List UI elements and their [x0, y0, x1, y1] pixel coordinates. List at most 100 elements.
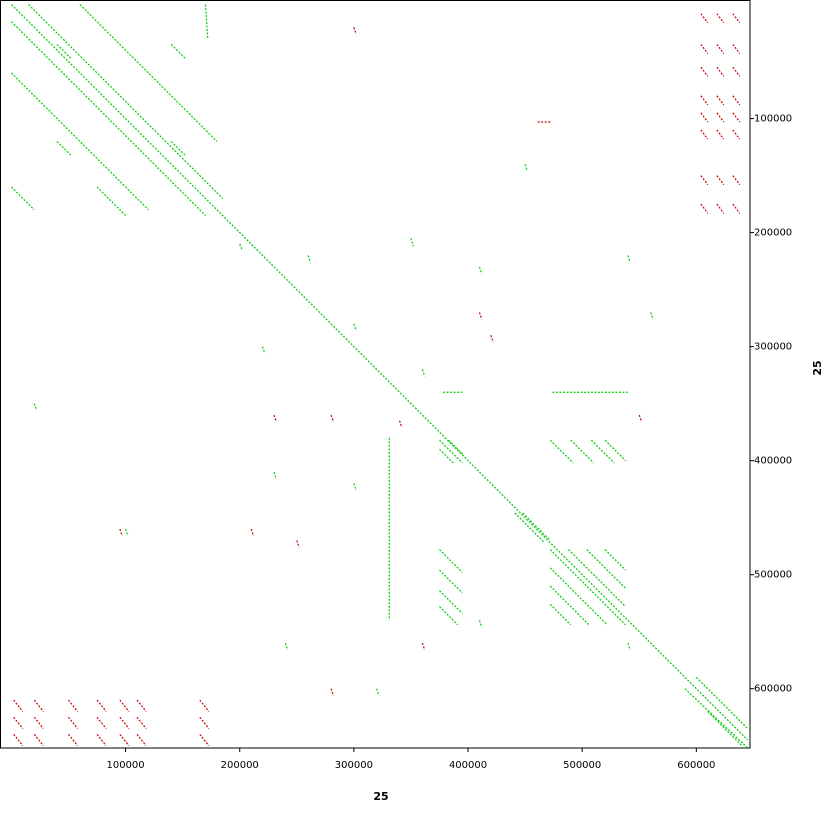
alignment-segment: [410, 238, 414, 247]
alignment-segment: [716, 175, 725, 186]
alignment-segment: [10, 186, 35, 211]
alignment-segment: [273, 414, 277, 423]
alignment-segment: [586, 549, 626, 589]
alignment-segment: [716, 203, 725, 214]
alignment-segment: [119, 733, 130, 747]
plot-frame: [0, 0, 751, 749]
alignment-segment: [398, 420, 403, 428]
alignment-segment: [716, 13, 725, 24]
x-tick-label: 100000: [106, 760, 144, 771]
alignment-segment: [478, 312, 483, 320]
x-tick-label: 400000: [449, 760, 487, 771]
alignment-segment: [136, 733, 147, 747]
alignment-segment: [490, 335, 494, 343]
alignment-segment: [439, 606, 459, 626]
alignment-segment: [376, 688, 380, 696]
alignment-segment: [136, 699, 147, 712]
alignment-segment: [707, 711, 743, 747]
alignment-segment: [136, 716, 147, 729]
alignment-segment: [700, 175, 709, 186]
alignment-segment: [13, 733, 24, 747]
y-tick-label: 400000: [754, 456, 792, 467]
alignment-segment: [732, 13, 741, 24]
alignment-segment: [28, 4, 224, 199]
alignment-segment: [700, 13, 709, 24]
alignment-segment: [307, 255, 312, 263]
alignment-segment: [732, 66, 741, 77]
alignment-segment: [549, 439, 574, 464]
alignment-segment: [33, 403, 38, 411]
alignment-segment: [68, 699, 79, 712]
alignment-segment: [716, 66, 725, 77]
alignment-segment: [239, 243, 243, 250]
alignment-segment: [604, 549, 626, 571]
alignment-segment: [700, 129, 709, 140]
alignment-segment: [68, 716, 79, 729]
alignment-segment: [604, 439, 626, 462]
alignment-segment: [549, 603, 572, 626]
alignment-segment: [439, 590, 463, 614]
alignment-segment: [549, 549, 626, 626]
alignment-segment: [716, 95, 725, 106]
x-axis-label: 25: [373, 790, 388, 803]
alignment-segment: [700, 66, 709, 77]
alignment-segment: [732, 175, 741, 186]
alignment-segment: [650, 312, 654, 320]
y-tick-label: 100000: [754, 114, 792, 125]
alignment-segment: [33, 699, 44, 712]
alignment-segment: [10, 72, 149, 211]
alignment-segment: [700, 112, 709, 123]
alignment-segment: [522, 512, 551, 541]
alignment-segment: [684, 688, 749, 749]
y-axis-label: 25: [811, 360, 824, 375]
y-tick-label: 600000: [754, 684, 792, 695]
alignment-segment: [732, 129, 741, 140]
alignment-segment: [13, 716, 24, 729]
alignment-segment: [125, 528, 129, 537]
alignment-segment: [549, 567, 608, 626]
alignment-segment: [570, 439, 595, 464]
x-tick-label: 200000: [221, 760, 259, 771]
alignment-segment: [353, 27, 357, 35]
alignment-segment: [96, 733, 107, 747]
alignment-segment: [478, 266, 483, 274]
alignment-segment: [68, 733, 79, 747]
alignment-segment: [96, 699, 107, 712]
alignment-segment: [716, 112, 725, 123]
alignment-segment: [96, 716, 107, 729]
alignment-segment: [439, 569, 463, 594]
alignment-segment: [524, 164, 528, 172]
alignment-segment: [590, 439, 615, 464]
alignment-segment: [732, 112, 741, 123]
alignment-segment: [10, 4, 749, 741]
alignment-segment: [250, 528, 254, 537]
alignment-segment: [549, 585, 590, 626]
alignment-segment: [627, 642, 631, 651]
alignment-segment: [13, 699, 24, 712]
x-tick-label: 500000: [563, 760, 601, 771]
alignment-segment: [79, 4, 218, 142]
alignment-segment: [119, 528, 123, 537]
alignment-segment: [296, 540, 300, 548]
alignment-segment: [421, 369, 426, 377]
alignment-segment: [695, 676, 749, 730]
alignment-segment: [199, 733, 210, 747]
alignment-segment: [353, 483, 357, 491]
alignment-segment: [10, 21, 206, 216]
alignment-segment: [353, 323, 357, 331]
alignment-segment: [33, 733, 44, 747]
alignment-segment: [33, 716, 44, 729]
alignment-segment: [700, 203, 709, 214]
alignment-segment: [119, 716, 130, 729]
alignment-segment: [421, 642, 426, 651]
y-tick-label: 500000: [754, 570, 792, 581]
alignment-segment: [439, 439, 463, 464]
alignment-segment: [716, 44, 725, 54]
alignment-segment: [330, 688, 334, 696]
alignment-segment: [199, 699, 210, 712]
alignment-segment: [199, 716, 210, 729]
alignment-segment: [284, 642, 289, 651]
alignment-segment: [700, 95, 709, 106]
